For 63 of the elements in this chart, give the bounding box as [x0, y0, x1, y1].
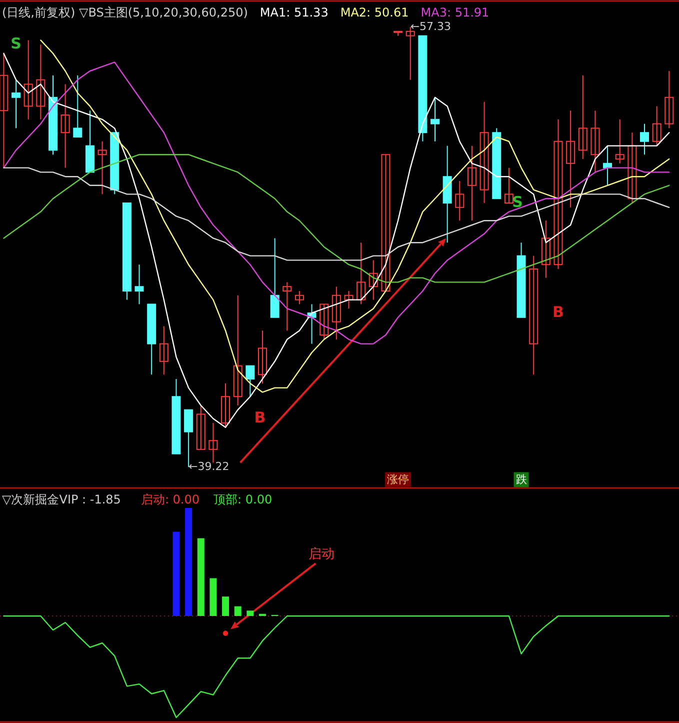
- candlestick: [480, 101, 489, 204]
- candlestick: [332, 286, 341, 340]
- candlestick: [356, 242, 366, 305]
- text: 启动: 0.00: [140, 492, 200, 506]
- candlestick: [455, 180, 464, 222]
- candlestick: [640, 123, 649, 156]
- annotation: ←57.33: [410, 20, 452, 34]
- candlestick: [652, 106, 662, 146]
- candlestick: [24, 40, 33, 120]
- candlestick: [294, 290, 304, 305]
- bar: [172, 532, 180, 616]
- bar: [246, 610, 254, 616]
- annotation: S: [10, 34, 22, 53]
- candlestick: [368, 260, 378, 300]
- candlestick: [36, 44, 46, 120]
- candlestick: [554, 118, 563, 270]
- annotation: 启动: [308, 546, 335, 562]
- candlestick: [381, 154, 390, 292]
- candlestick: [270, 238, 280, 318]
- text: MA3: 51.91: [420, 5, 490, 20]
- annotation: ←39.22: [188, 460, 230, 474]
- text: MA2: 50.61: [340, 5, 409, 20]
- candlestick: [98, 140, 107, 195]
- candlestick: [208, 422, 218, 464]
- candlestick: [590, 110, 600, 173]
- candlestick: [246, 365, 255, 398]
- annotation: B: [254, 408, 266, 427]
- annotation: S: [512, 193, 523, 212]
- candlestick: [282, 282, 292, 332]
- bar: [210, 578, 217, 616]
- candlestick: [529, 255, 538, 376]
- candlestick: [430, 96, 440, 142]
- candlestick: [566, 110, 576, 208]
- text: 顶部: 0.00: [214, 492, 272, 506]
- bar: [222, 596, 230, 616]
- candlestick: [159, 326, 168, 376]
- candlestick: [12, 79, 21, 129]
- candlestick: [60, 84, 70, 168]
- bar: [234, 606, 242, 616]
- candlestick: [628, 132, 637, 204]
- text: MA1: 51.33: [260, 5, 328, 20]
- candlestick: [258, 330, 267, 384]
- candlestick: [344, 290, 354, 310]
- candlestick: [467, 145, 476, 222]
- candlestick: [504, 167, 514, 204]
- text: 涨停: [387, 473, 410, 486]
- candlestick: [664, 70, 674, 129]
- bar: [197, 538, 204, 616]
- chart-title: (日线,前复权) ▽BS主图(5,10,20,30,60,250): [2, 5, 248, 20]
- candlestick: [541, 220, 550, 278]
- candlestick: [196, 404, 206, 450]
- candlestick: [320, 304, 329, 340]
- bar: [185, 508, 192, 616]
- candlestick: [73, 74, 82, 138]
- candlestick: [0, 52, 8, 168]
- candlestick: [134, 264, 144, 305]
- candlestick: [233, 294, 242, 406]
- candlestick: [615, 118, 624, 164]
- text: 跌: [516, 473, 527, 486]
- annotation: B: [552, 303, 564, 322]
- chart-title: ▽次新掘金VIP : -1.85: [2, 492, 121, 506]
- candlestick: [221, 382, 230, 428]
- candlestick: [578, 74, 588, 160]
